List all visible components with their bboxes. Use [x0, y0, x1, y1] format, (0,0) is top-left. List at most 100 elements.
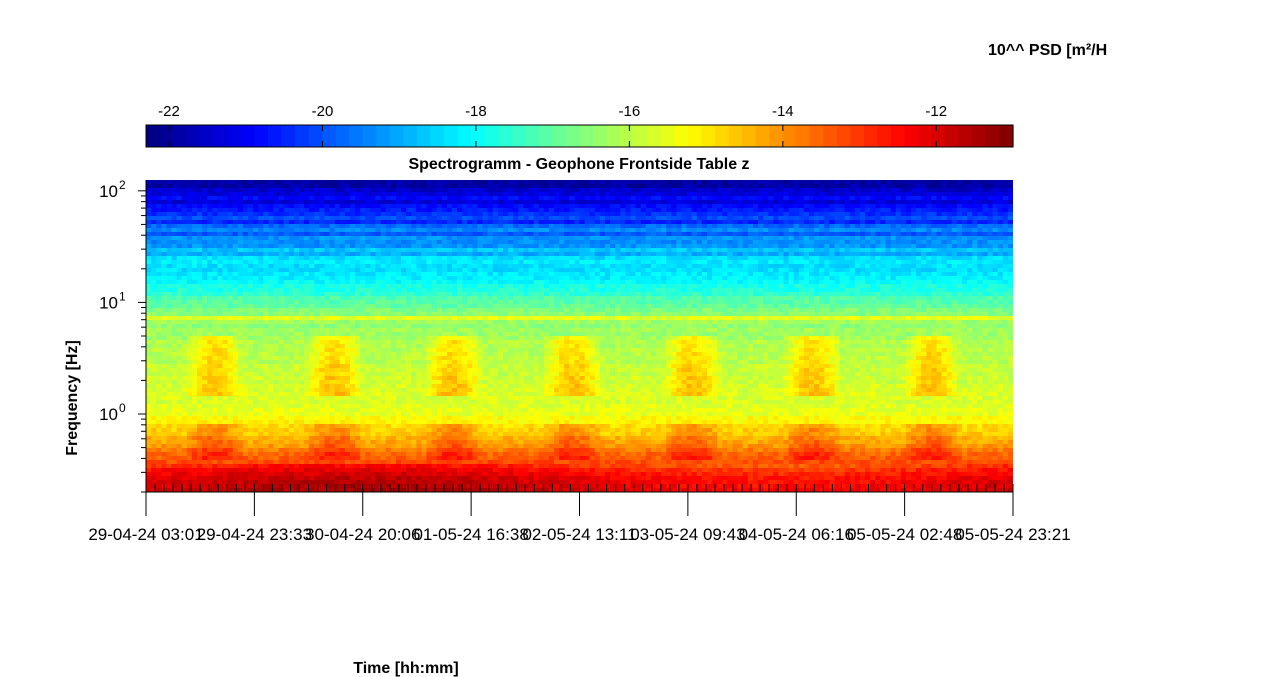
heatmap-cell — [395, 444, 402, 449]
heatmap-cell — [304, 332, 310, 337]
heatmap-cell — [217, 324, 224, 329]
heatmap-cell — [426, 408, 433, 413]
heatmap-cell — [166, 352, 173, 357]
heatmap-cell — [207, 432, 213, 437]
heatmap-cell — [186, 220, 193, 225]
heatmap-cell — [273, 444, 280, 449]
heatmap-cell — [309, 444, 315, 449]
heatmap-cell — [237, 180, 244, 185]
heatmap-cell — [319, 348, 326, 353]
heatmap-cell — [319, 296, 326, 301]
heatmap-cell — [370, 264, 377, 269]
heatmap-cell — [390, 368, 397, 373]
heatmap-cell — [406, 352, 412, 357]
heatmap-cell — [232, 480, 239, 485]
heatmap-cell — [237, 380, 244, 385]
heatmap-cell — [278, 380, 285, 385]
heatmap-cell — [431, 220, 438, 225]
heatmap-cell — [207, 372, 213, 377]
heatmap-cell — [146, 328, 152, 333]
heatmap-cell — [339, 384, 346, 389]
heatmap-cell — [258, 488, 264, 492]
heatmap-cell — [426, 468, 433, 473]
heatmap-cell — [329, 224, 336, 229]
heatmap-cell — [146, 408, 152, 413]
heatmap-cell — [421, 184, 428, 189]
heatmap-cell — [334, 264, 341, 269]
heatmap-cell — [263, 308, 269, 313]
heatmap-cell — [446, 464, 453, 469]
heatmap-cell — [278, 204, 285, 209]
heatmap-cell — [171, 304, 178, 309]
heatmap-cell — [334, 200, 341, 205]
heatmap-cell — [268, 340, 275, 345]
heatmap-cell — [339, 388, 346, 393]
heatmap-cell — [161, 416, 167, 421]
heatmap-cell — [446, 404, 453, 409]
heatmap-cell — [283, 468, 290, 473]
heatmap-cell — [207, 224, 213, 229]
heatmap-cell — [350, 228, 356, 233]
heatmap-cell — [365, 448, 371, 453]
heatmap-cell — [212, 288, 218, 293]
heatmap-cell — [258, 196, 264, 201]
heatmap-cell — [375, 188, 382, 193]
heatmap-cell — [355, 240, 361, 245]
heatmap-cell — [395, 452, 402, 457]
heatmap-cell — [319, 392, 326, 397]
heatmap-cell — [283, 472, 290, 477]
heatmap-cell — [390, 244, 397, 249]
heatmap-cell — [324, 272, 331, 277]
heatmap-cell — [202, 316, 208, 321]
heatmap-cell — [370, 424, 377, 429]
heatmap-cell — [181, 312, 188, 317]
heatmap-cell — [365, 476, 371, 481]
heatmap-cell — [293, 400, 300, 405]
heatmap-cell — [299, 476, 305, 481]
heatmap-cell — [360, 420, 366, 425]
heatmap-cell — [385, 372, 392, 377]
heatmap-cell — [171, 216, 178, 221]
heatmap-cell — [360, 200, 366, 205]
heatmap-cell — [156, 288, 162, 293]
heatmap-cell — [242, 356, 249, 361]
heatmap-cell — [431, 216, 438, 221]
heatmap-cell — [436, 212, 443, 217]
heatmap-cell — [401, 420, 407, 425]
heatmap-cell — [176, 416, 183, 421]
heatmap-cell — [171, 212, 178, 217]
heatmap-cell — [156, 184, 162, 189]
heatmap-cell — [166, 484, 173, 489]
heatmap-cell — [263, 460, 269, 465]
heatmap-cell — [441, 188, 448, 193]
heatmap-cell — [370, 248, 377, 253]
heatmap-cell — [319, 200, 326, 205]
heatmap-cell — [446, 200, 453, 205]
heatmap-cell — [360, 380, 366, 385]
heatmap-cell — [375, 192, 382, 197]
heatmap-cell — [309, 308, 315, 313]
colorbar: -22 -20 -18 -16 -14 -12 — [145, 103, 1014, 148]
heatmap-cell — [258, 380, 264, 385]
heatmap-cell — [273, 364, 280, 369]
heatmap-cell — [446, 488, 453, 492]
heatmap-cell — [411, 244, 417, 249]
heatmap-cell — [176, 208, 183, 213]
heatmap-cell — [232, 460, 239, 465]
heatmap-cell — [350, 240, 356, 245]
heatmap-cell — [339, 224, 346, 229]
heatmap-cell — [370, 440, 377, 445]
heatmap-cell — [314, 348, 320, 353]
heatmap-cell — [385, 216, 392, 221]
heatmap-cell — [268, 248, 275, 253]
heatmap-cell — [278, 232, 285, 237]
heatmap-cell — [166, 200, 173, 205]
heatmap-cell — [146, 392, 152, 397]
heatmap-cell — [375, 320, 382, 325]
heatmap-cell — [416, 388, 422, 393]
heatmap-cell — [365, 296, 371, 301]
heatmap-cell — [360, 368, 366, 373]
heatmap-cell — [426, 216, 433, 221]
colorbar-block — [227, 125, 242, 147]
heatmap-cell — [385, 276, 392, 281]
